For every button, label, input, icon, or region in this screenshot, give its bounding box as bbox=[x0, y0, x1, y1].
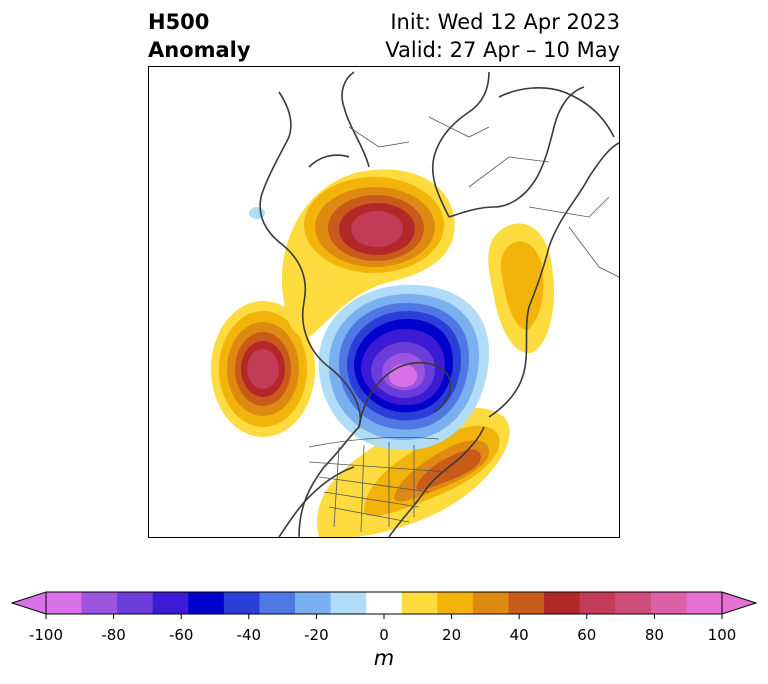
colorbar-segment bbox=[437, 592, 474, 614]
anomaly-positive-greenland bbox=[488, 223, 554, 353]
anomaly-positive-alaska bbox=[281, 169, 455, 338]
colorbar-tick-label: -100 bbox=[28, 626, 64, 644]
anomaly-map bbox=[211, 71, 619, 537]
colorbar-segment bbox=[615, 592, 652, 614]
map-panel bbox=[148, 66, 620, 538]
colorbar-segment bbox=[295, 592, 332, 614]
colorbar-segment bbox=[188, 592, 225, 614]
colorbar-ticks bbox=[45, 614, 723, 619]
colorbar-tick-label: 60 bbox=[577, 626, 597, 644]
colorbar-segment bbox=[81, 592, 118, 614]
colorbar-segment bbox=[46, 592, 83, 614]
colorbar-tick-label: -60 bbox=[168, 626, 194, 644]
colorbar-tick-label: -20 bbox=[304, 626, 329, 644]
colorbar-tick-label: 80 bbox=[644, 626, 664, 644]
colorbar-segment bbox=[579, 592, 616, 614]
colorbar-segment bbox=[152, 592, 189, 614]
anomaly-positive-ne-pacific bbox=[211, 301, 315, 437]
title-field-type: Anomaly bbox=[148, 38, 251, 62]
colorbar-extend-over bbox=[721, 591, 758, 615]
title-variable: H500 bbox=[148, 10, 210, 34]
colorbar-segment bbox=[223, 592, 261, 614]
valid-period-label: Valid: 27 Apr – 10 May bbox=[385, 38, 620, 62]
title-right: Init: Wed 12 Apr 2023 Valid: 27 Apr – 10… bbox=[385, 8, 620, 64]
coastlines bbox=[259, 71, 619, 537]
colorbar-tick-label: 20 bbox=[442, 626, 462, 644]
colorbar-extend-under bbox=[10, 591, 47, 615]
colorbar-tick-label: 100 bbox=[707, 626, 737, 644]
colorbar-segment bbox=[650, 592, 688, 614]
colorbar-tick-label: 0 bbox=[379, 626, 389, 644]
colorbar-tick-label: -80 bbox=[101, 626, 126, 644]
political-borders bbox=[308, 116, 619, 533]
colorbar-segment bbox=[472, 592, 510, 614]
colorbar-segment bbox=[117, 592, 154, 614]
anomaly-negative-siberia bbox=[249, 207, 265, 219]
colorbar bbox=[10, 591, 758, 619]
colorbar-segment bbox=[330, 592, 367, 614]
colorbar-segments bbox=[46, 592, 723, 614]
colorbar-segment bbox=[686, 592, 723, 614]
title-left: H500 Anomaly bbox=[148, 8, 251, 64]
colorbar-unit-label: m bbox=[373, 646, 395, 670]
colorbar-tick-label: 40 bbox=[509, 626, 529, 644]
colorbar-segment bbox=[259, 592, 296, 614]
init-date-label: Init: Wed 12 Apr 2023 bbox=[390, 10, 620, 34]
colorbar-segment bbox=[544, 592, 581, 614]
colorbar-segment bbox=[508, 592, 545, 614]
colorbar-segment bbox=[366, 592, 403, 614]
colorbar-segment bbox=[401, 592, 438, 614]
colorbar-tick-label: -40 bbox=[236, 626, 262, 644]
